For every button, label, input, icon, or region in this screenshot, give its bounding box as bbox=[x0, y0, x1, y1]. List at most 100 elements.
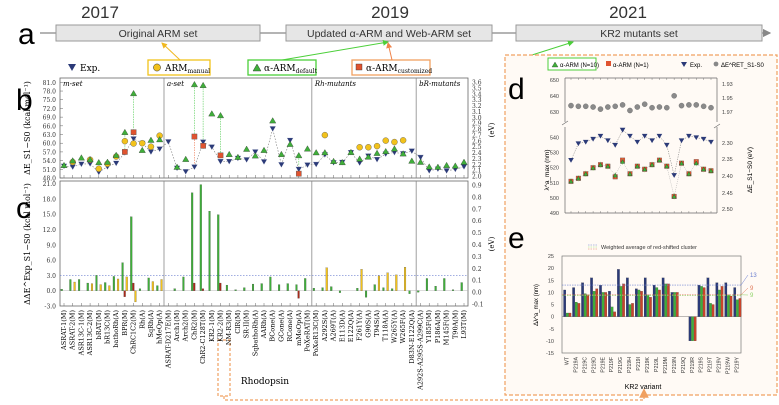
bar-0 bbox=[635, 288, 638, 317]
section-label: Rh-mutants bbox=[314, 80, 357, 88]
y-tick-label: 15 bbox=[548, 278, 554, 284]
arm-default-point bbox=[443, 161, 451, 168]
exp-point bbox=[656, 133, 663, 139]
arm-default-point bbox=[277, 150, 285, 157]
x-tick-label: hMeOp(A) bbox=[156, 310, 164, 344]
bar-2 bbox=[738, 298, 742, 317]
y-right-tick-label: 0.2 bbox=[472, 266, 482, 273]
x-tick-label: M145F(M) bbox=[443, 310, 451, 346]
bar-armdefault bbox=[260, 283, 263, 291]
x-tick-label: A292S(A) bbox=[321, 310, 329, 343]
arm-default-point bbox=[330, 157, 338, 164]
bar-armmanual bbox=[395, 274, 398, 291]
arm-default-point bbox=[182, 155, 190, 162]
ret-point bbox=[656, 104, 663, 110]
y-right-tick-label: 2.7 bbox=[472, 132, 482, 139]
timeline: a 2017 Original ARM set 2019 Updated α-A… bbox=[18, 3, 772, 51]
ret-point bbox=[678, 102, 685, 109]
exp-point bbox=[190, 164, 198, 171]
arm-default-point bbox=[138, 146, 146, 153]
y-right-tick-label: 2.8 bbox=[472, 127, 482, 134]
y-tick-label: 650 bbox=[550, 78, 559, 84]
ret-point bbox=[590, 104, 596, 110]
bar-armdefault bbox=[373, 284, 376, 291]
y-right-tick-label: 2.1 bbox=[472, 168, 482, 175]
x-tick-label: BPR(M) bbox=[121, 310, 129, 336]
n10-point bbox=[575, 175, 581, 181]
legend-customized: α-ARMcustomized bbox=[366, 64, 432, 75]
bar-0 bbox=[617, 269, 620, 317]
exp-point bbox=[260, 159, 268, 166]
exp-point bbox=[708, 139, 714, 145]
x-tick-label: ClR(M) bbox=[234, 310, 242, 334]
bar-1 bbox=[583, 293, 587, 317]
arm-default-point bbox=[382, 148, 390, 154]
arm-manual-point bbox=[356, 144, 363, 151]
reference-leader bbox=[740, 287, 749, 295]
bar-1 bbox=[664, 283, 668, 317]
bar-2 bbox=[595, 288, 599, 317]
y-tick-label: 54.0 bbox=[43, 158, 57, 165]
bar-armdefault bbox=[408, 290, 411, 294]
bar-armdefault bbox=[452, 289, 455, 291]
bar-0 bbox=[599, 285, 602, 317]
bar-armdefault bbox=[217, 214, 220, 291]
arm-manual-point bbox=[130, 140, 137, 147]
panel-label-d: d bbox=[508, 73, 525, 106]
arm-manual-point bbox=[95, 165, 102, 172]
arm-default-point bbox=[225, 150, 233, 157]
arm-default-point bbox=[390, 145, 398, 152]
y-right-tick-label: 0.1 bbox=[472, 278, 482, 285]
bar-2 bbox=[720, 286, 724, 317]
chart-e: Weighted average of red-shifted cluster -… bbox=[534, 244, 757, 391]
y-right-tick-label: 2.45 bbox=[722, 191, 733, 197]
exp-point bbox=[605, 138, 611, 144]
exp-point bbox=[243, 157, 251, 164]
exp-trend-line bbox=[570, 129, 712, 176]
bar-1 bbox=[601, 292, 605, 317]
panel-label-c: c bbox=[16, 192, 31, 225]
x-tick-label: BCone(A) bbox=[269, 310, 277, 342]
y-tick-label: 0 bbox=[551, 315, 554, 321]
x-tick-label: P219Y bbox=[735, 356, 741, 372]
legend-top: Exp. ARMmanual α-ARMdefault α-ARMcustomi… bbox=[68, 39, 574, 76]
circle-icon bbox=[153, 63, 161, 72]
y-right-tick-label: 2.50 bbox=[722, 207, 733, 213]
arm-default-point bbox=[104, 158, 111, 165]
exp-point bbox=[182, 168, 190, 175]
y-right-tick-label: 0.6 bbox=[472, 218, 482, 225]
x-tick-label: KR2-2(M) bbox=[217, 310, 225, 342]
stage-year: 2021 bbox=[609, 3, 647, 22]
exp-point bbox=[671, 173, 677, 178]
exp-point bbox=[663, 142, 670, 148]
legend-exp: Exp. bbox=[80, 64, 100, 74]
bar-armmanual bbox=[125, 276, 128, 291]
bar-0 bbox=[706, 277, 710, 317]
x-tick-label: P219E bbox=[600, 356, 606, 372]
exp-point bbox=[77, 161, 85, 168]
bar-1 bbox=[646, 294, 650, 317]
bar-0 bbox=[661, 277, 665, 317]
arm-default-point bbox=[434, 163, 442, 170]
stage-box bbox=[285, 24, 493, 42]
y-tick-label: 490 bbox=[550, 211, 559, 217]
arm-default-point bbox=[451, 162, 459, 169]
x-axis-label: KR2 variant bbox=[625, 384, 662, 391]
legend-default: α-ARMdefault bbox=[264, 64, 318, 75]
ret-point bbox=[664, 104, 670, 111]
y-right-tick-label: 3.5 bbox=[472, 85, 482, 92]
bar-2 bbox=[568, 312, 572, 317]
x-tick-label: ASR13C-1(M) bbox=[77, 310, 85, 357]
y-right-tick-label: 0.9 bbox=[472, 183, 482, 190]
bar-2 bbox=[586, 294, 590, 317]
exp-point bbox=[700, 136, 707, 142]
x-tick-label: GCone(A) bbox=[277, 310, 285, 342]
bar-armdefault bbox=[234, 289, 237, 291]
n10-point bbox=[649, 162, 655, 167]
arm-customized-point bbox=[130, 129, 137, 136]
bar-2 bbox=[649, 297, 652, 317]
exp-point bbox=[417, 154, 424, 161]
y-right-tick-label: 2.6 bbox=[472, 138, 482, 145]
bar-armmanual bbox=[360, 269, 363, 291]
exp-point bbox=[686, 133, 692, 139]
